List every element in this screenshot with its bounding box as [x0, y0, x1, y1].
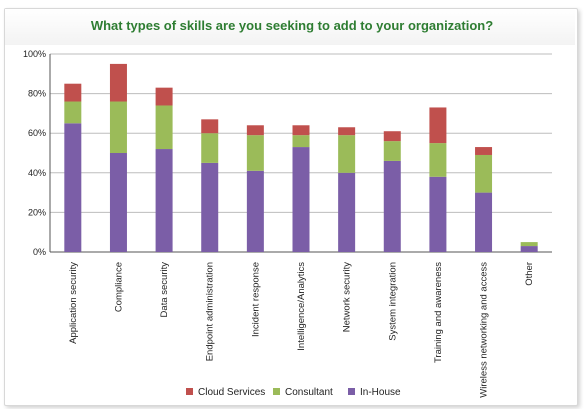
x-tick-label: System integration — [387, 262, 398, 341]
y-tick-label: 40% — [28, 168, 46, 178]
bar-in-house — [246, 170, 264, 252]
bar-cloud-services — [429, 107, 447, 144]
bar-consultant — [429, 143, 447, 177]
bar-cloud-services — [201, 119, 219, 134]
bar-consultant — [520, 242, 538, 247]
x-tick-label: Incident response — [250, 262, 261, 337]
legend-label-consultant: Consultant — [285, 387, 333, 398]
bar-cloud-services — [338, 127, 356, 136]
x-tick-label: Endpoint administration — [205, 262, 216, 361]
bar-cloud-services — [155, 87, 173, 106]
bar-consultant — [109, 101, 127, 153]
legend-swatch-cloud-services — [186, 388, 193, 395]
x-tick-label: Compliance — [113, 262, 124, 312]
bar-in-house — [109, 153, 127, 252]
chart-title: What types of skills are you seeking to … — [90, 18, 494, 33]
x-tick-label: Application security — [68, 262, 79, 344]
bar-consultant — [338, 135, 356, 173]
bar-cloud-services — [292, 125, 310, 136]
bar-in-house — [64, 123, 82, 252]
y-tick-label: 100% — [23, 49, 46, 59]
legend-swatch-in-house — [348, 388, 355, 395]
legend-label-cloud-services: Cloud Services — [198, 387, 265, 398]
legend-swatch-consultant — [273, 388, 280, 395]
bar-consultant — [64, 101, 82, 124]
bar-cloud-services — [64, 83, 82, 102]
x-tick-label: Data security — [159, 262, 170, 318]
bar-cloud-services — [475, 147, 493, 155]
bar-in-house — [155, 149, 173, 252]
y-tick-label: 80% — [28, 89, 46, 99]
bar-in-house — [520, 246, 538, 252]
bar-in-house — [292, 147, 310, 252]
x-tick-label: Wireless networking and access — [479, 262, 490, 398]
x-tick-label: Network security — [342, 262, 353, 332]
bar-consultant — [155, 105, 173, 150]
x-tick-label: Training and awareness — [433, 262, 444, 363]
y-tick-label: 20% — [28, 207, 46, 217]
bar-in-house — [201, 162, 219, 252]
bar-cloud-services — [109, 63, 127, 102]
bar-cloud-services — [383, 131, 401, 142]
bar-in-house — [338, 172, 356, 252]
y-tick-label: 60% — [28, 128, 46, 138]
legend-label-in-house: In-House — [360, 387, 401, 398]
bar-in-house — [475, 192, 493, 252]
title-band — [5, 9, 575, 45]
bar-consultant — [201, 133, 219, 163]
y-tick-label: 0% — [33, 247, 46, 257]
bar-in-house — [429, 176, 447, 252]
x-tick-label: Other — [524, 262, 535, 286]
bar-in-house — [383, 160, 401, 252]
bar-consultant — [292, 135, 310, 148]
bar-consultant — [475, 154, 493, 193]
bar-cloud-services — [246, 125, 264, 136]
bar-consultant — [246, 135, 264, 171]
bar-consultant — [383, 141, 401, 161]
x-tick-label: Intelligence/Analytics — [296, 262, 307, 351]
